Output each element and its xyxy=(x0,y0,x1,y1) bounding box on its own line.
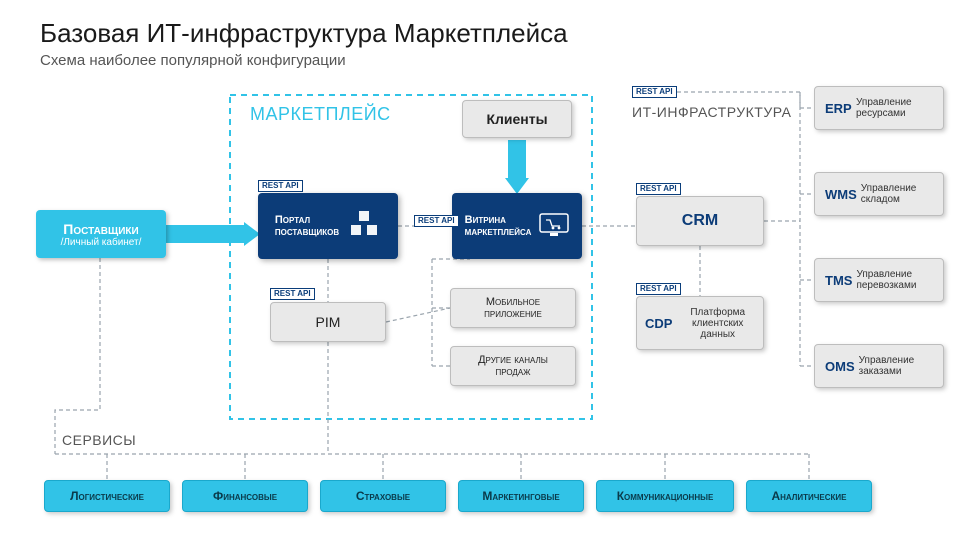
monitor-cart-icon xyxy=(539,213,569,239)
page-title: Базовая ИТ-инфраструктура Маркетплейса xyxy=(40,18,568,49)
portal-line2: поставщиков xyxy=(275,226,339,238)
crm-box: CRM xyxy=(636,196,764,246)
api-tag-portal: REST API xyxy=(258,180,303,192)
right-sys-desc: Управление перевозками xyxy=(852,269,943,291)
other-channels-box: Другие каналы продаж xyxy=(450,346,576,386)
right-sys-abbr: ERP xyxy=(815,101,852,116)
service-страховые: Страховые xyxy=(320,480,446,512)
right-sys-desc: Управление заказами xyxy=(855,355,943,377)
right-sys-erp: ERPУправление ресурсами xyxy=(814,86,944,130)
cdp-box: CDP Платформа клиентских данных xyxy=(636,296,764,350)
arrow-clients-to-vitrina xyxy=(505,140,529,194)
right-sys-desc: Управление складом xyxy=(857,183,943,205)
services-label: Сервисы xyxy=(62,432,136,448)
it-infra-label: ИТ-инфраструктура xyxy=(632,104,792,120)
api-tag-crm: REST API xyxy=(636,183,681,195)
right-sys-wms: WMSУправление складом xyxy=(814,172,944,216)
marketplace-label: Маркетплейс xyxy=(250,104,391,125)
service-аналитические: Аналитические xyxy=(746,480,872,512)
service-маркетинговые: Маркетинговые xyxy=(458,480,584,512)
arrow-supplier-to-portal xyxy=(166,222,260,246)
clients-label: Клиенты xyxy=(486,111,547,127)
suppliers-box: Поставщики /Личный кабинет/ xyxy=(36,210,166,258)
pim-label: PIM xyxy=(316,314,341,330)
service-финансовые: Финансовые xyxy=(182,480,308,512)
right-sys-abbr: TMS xyxy=(815,273,852,288)
portal-line1: Портал xyxy=(275,214,310,226)
cdp-abbr: CDP xyxy=(637,316,672,331)
clients-box: Клиенты xyxy=(462,100,572,138)
crm-label: CRM xyxy=(682,212,718,230)
right-sys-abbr: WMS xyxy=(815,187,857,202)
service-коммуникационные: Коммуникационные xyxy=(596,480,734,512)
mobile-line2: приложение xyxy=(484,308,542,320)
other-line1: Другие каналы xyxy=(478,354,548,366)
other-line2: продаж xyxy=(478,366,548,378)
suppliers-sub: /Личный кабинет/ xyxy=(61,237,142,248)
cdp-desc: Платформа клиентских данных xyxy=(672,307,763,340)
mobile-line1: Мобильное xyxy=(484,296,542,308)
vitrina-box: Витрина маркетплейса xyxy=(452,193,582,259)
api-tag-top: REST API xyxy=(632,86,677,98)
right-sys-oms: OMSУправление заказами xyxy=(814,344,944,388)
api-tag-pim: REST API xyxy=(270,288,315,300)
api-tag-cdp: REST API xyxy=(636,283,681,295)
boxes-icon xyxy=(347,209,381,243)
pim-box: PIM xyxy=(270,302,386,342)
right-sys-tms: TMSУправление перевозками xyxy=(814,258,944,302)
vitrina-line2: маркетплейса xyxy=(465,226,532,238)
page-subtitle: Схема наиболее популярной конфигурации xyxy=(40,52,346,69)
api-tag-vitrina: REST API xyxy=(414,215,459,227)
vitrina-line1: Витрина xyxy=(465,214,506,226)
mobile-box: Мобильное приложение xyxy=(450,288,576,328)
portal-box: Портал поставщиков xyxy=(258,193,398,259)
suppliers-title: Поставщики xyxy=(63,221,138,237)
right-sys-desc: Управление ресурсами xyxy=(852,97,943,119)
service-логистические: Логистические xyxy=(44,480,170,512)
right-sys-abbr: OMS xyxy=(815,359,855,374)
